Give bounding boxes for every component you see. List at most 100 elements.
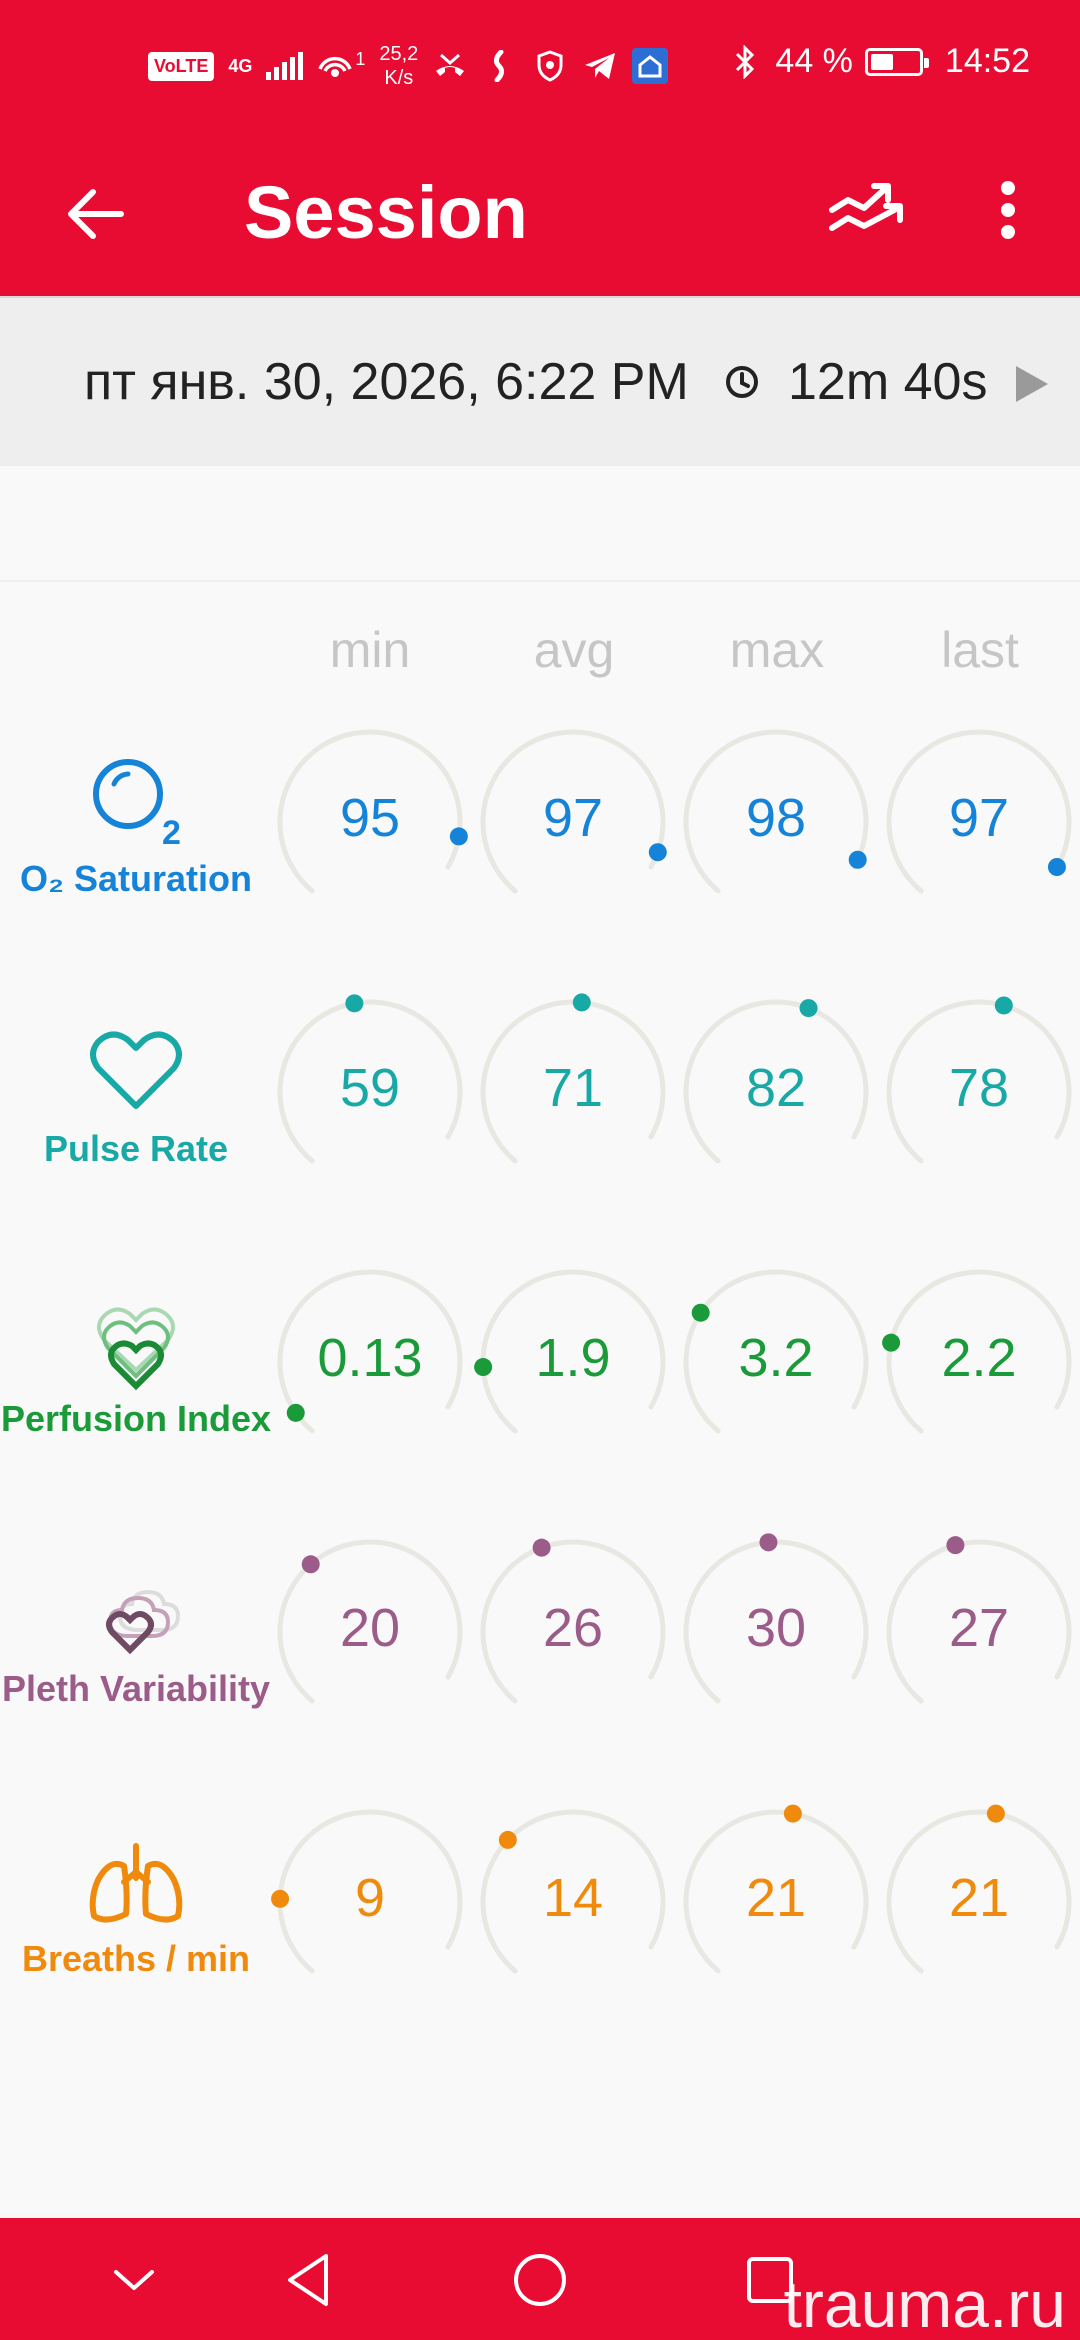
gauge-dial — [480, 1538, 666, 1704]
gauge-track — [480, 999, 666, 1164]
metric-label: Breaths / min — [21, 1938, 251, 1979]
gauge-avg: 71 — [473, 992, 673, 1192]
wifi-count: 1 — [355, 48, 366, 69]
gauge-avg: 97 — [473, 722, 673, 922]
gauge-dial — [480, 729, 667, 894]
gauge-max: 98 — [676, 722, 876, 922]
more-options-button[interactable] — [972, 162, 1044, 258]
gauge-value: 30 — [745, 1598, 807, 1658]
gauge-min: 9 — [270, 1802, 470, 2002]
gauge-dial — [683, 1533, 869, 1704]
gauge-value: 82 — [745, 1058, 807, 1118]
gauge-indicator-dot — [286, 1403, 305, 1422]
status-right: 44 % 14:52 — [727, 42, 1030, 81]
gauge-max: 21 — [676, 1802, 876, 2002]
gauge-last: 97 — [879, 722, 1079, 922]
divider — [0, 580, 1080, 582]
gauge-dial — [683, 729, 869, 894]
gauge-value: 20 — [339, 1598, 401, 1658]
gauge-track — [480, 1539, 666, 1704]
metric-row-pulse-rate[interactable]: Pulse Rate 59 71 82 78 — [0, 993, 1080, 1292]
app-bar: Session — [0, 134, 1080, 296]
session-duration: 12m 40s — [788, 353, 988, 411]
gauge-track — [683, 999, 869, 1164]
gauge-value: 98 — [745, 788, 807, 848]
gauge-value: 21 — [948, 1868, 1010, 1928]
gauge-indicator-dot — [572, 993, 591, 1012]
metric-row-o2-saturation[interactable]: 2 O₂ Saturation 95 97 98 97 — [0, 729, 1080, 1022]
gauge-last: 2.2 — [879, 1262, 1079, 1462]
nav-back-icon — [288, 2254, 328, 2306]
gauge-value: 59 — [339, 1058, 401, 1118]
watermark-text: trauma.ru — [783, 2267, 1066, 2340]
column-header-max: max — [729, 622, 825, 678]
metric-row-perfusion-index[interactable]: Perfusion Index 0.13 1.9 3.2 2.2 — [0, 1269, 1080, 1562]
gauge-track — [480, 729, 666, 894]
gauge-indicator-dot — [848, 850, 867, 869]
volte-badge: VoLTE — [148, 51, 215, 81]
gauge-dial — [683, 999, 869, 1164]
gauge-indicator-dot — [691, 1303, 710, 1322]
metric-label: O₂ Saturation — [19, 858, 252, 899]
speed-value: 25,2 — [379, 43, 419, 65]
gauge-max: 82 — [676, 992, 876, 1192]
gauge-dial — [882, 1269, 1072, 1434]
gauge-track — [683, 1269, 869, 1434]
gauge-indicator-dot — [799, 999, 818, 1018]
home-app-icon — [632, 48, 669, 84]
clock-time: 14:52 — [944, 42, 1030, 80]
gauge-last: 78 — [879, 992, 1079, 1192]
back-button[interactable] — [52, 170, 140, 258]
gauge-indicator-dot — [1047, 858, 1066, 876]
nav-back-button[interactable] — [266, 2238, 350, 2322]
gauge-indicator-dot — [449, 827, 468, 846]
page-title: Session — [244, 171, 528, 254]
network-type: 4G — [228, 56, 253, 76]
nav-recents-icon — [747, 2257, 793, 2303]
gauge-dial — [886, 996, 1072, 1164]
lungs-icon — [86, 1832, 186, 1932]
gauge-max: 3.2 — [676, 1262, 876, 1462]
metric-row-pleth-variability[interactable]: Pleth Variability 20 26 30 27 — [0, 1533, 1080, 1832]
trends-button[interactable] — [818, 162, 914, 258]
gauge-track — [886, 1809, 1072, 1974]
navigation-bar — [0, 2218, 1080, 2340]
gauge-dial — [886, 1804, 1072, 1974]
nav-hide-button[interactable] — [92, 2238, 176, 2322]
trend-chart-icon — [829, 183, 903, 231]
nav-home-icon — [514, 2254, 566, 2306]
gauge-avg: 26 — [473, 1532, 673, 1732]
metric-row-breaths-per-min[interactable]: Breaths / min 9 14 21 21 — [0, 1804, 1080, 2102]
nav-recents-button[interactable] — [728, 2238, 812, 2322]
gauge-min: 95 — [270, 722, 470, 922]
gauge-dial — [271, 1809, 463, 1974]
gauge-track — [886, 1269, 1072, 1434]
play-button[interactable] — [1014, 360, 1062, 408]
chevron-down-icon — [114, 2270, 154, 2290]
gauge-track — [277, 1809, 463, 1974]
battery-percent: 44 % — [775, 42, 853, 80]
gauge-indicator-dot — [345, 994, 364, 1013]
bluetooth-icon — [727, 44, 763, 80]
gauge-min: 20 — [270, 1532, 470, 1732]
session-date: пт янв. 30, 2026, 6:22 PM — [84, 353, 689, 411]
gauge-track — [277, 1539, 463, 1704]
metric-label: Perfusion Index — [0, 1398, 272, 1439]
gauge-dial — [277, 1269, 463, 1434]
gauge-min: 59 — [270, 992, 470, 1192]
missed-call-icon — [432, 48, 468, 84]
gauge-value: 9 — [354, 1868, 386, 1928]
nav-home-button[interactable] — [498, 2238, 582, 2322]
gauge-indicator-dot — [271, 1889, 290, 1908]
session-info-bar: пт янв. 30, 2026, 6:22 PM 12m 40s — [0, 296, 1080, 466]
gauge-value: 2.2 — [941, 1328, 1017, 1388]
gauge-track — [480, 1809, 666, 1974]
column-header-avg: avg — [533, 622, 615, 678]
gauge-dial — [886, 729, 1072, 894]
gauge-value: 14 — [542, 1868, 604, 1928]
gauge-value: 21 — [745, 1868, 807, 1928]
gauge-track — [886, 999, 1072, 1164]
play-icon — [1016, 366, 1048, 402]
o2-icon: 2 — [86, 752, 186, 852]
gauge-track — [683, 729, 869, 894]
